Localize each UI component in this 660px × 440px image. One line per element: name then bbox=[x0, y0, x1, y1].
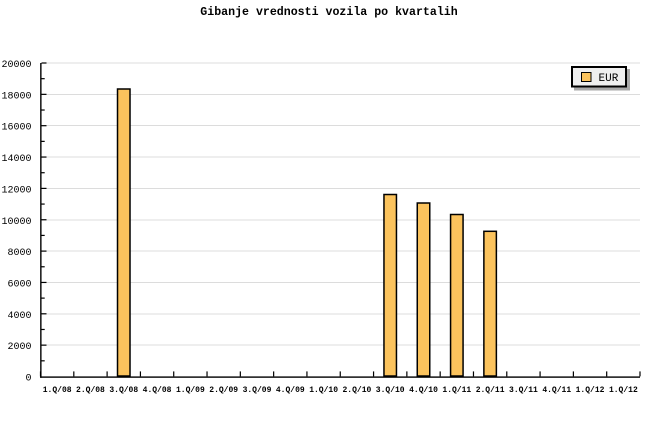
svg-text:14000: 14000 bbox=[1, 154, 31, 165]
svg-text:2000: 2000 bbox=[7, 342, 31, 353]
svg-text:0: 0 bbox=[25, 374, 31, 385]
svg-text:2.Q/11: 2.Q/11 bbox=[476, 386, 505, 395]
svg-text:2.Q/08: 2.Q/08 bbox=[76, 386, 105, 395]
svg-text:18000: 18000 bbox=[1, 91, 31, 102]
svg-text:4000: 4000 bbox=[7, 311, 31, 322]
svg-text:3.Q/08: 3.Q/08 bbox=[109, 386, 138, 395]
svg-text:3.Q/09: 3.Q/09 bbox=[243, 386, 272, 395]
svg-text:1.Q/09: 1.Q/09 bbox=[176, 386, 205, 395]
svg-text:3.Q/10: 3.Q/10 bbox=[376, 386, 405, 395]
svg-text:4.Q/08: 4.Q/08 bbox=[143, 386, 172, 395]
svg-text:1.Q/10: 1.Q/10 bbox=[309, 386, 338, 395]
svg-text:4.Q/10: 4.Q/10 bbox=[409, 386, 438, 395]
svg-text:16000: 16000 bbox=[1, 123, 31, 134]
svg-text:8000: 8000 bbox=[7, 248, 31, 259]
svg-text:1.Q/12: 1.Q/12 bbox=[609, 386, 638, 395]
svg-text:4.Q/11: 4.Q/11 bbox=[542, 386, 571, 395]
svg-text:4.Q/09: 4.Q/09 bbox=[276, 386, 305, 395]
svg-text:Gibanje vrednosti vozila po kv: Gibanje vrednosti vozila po kvartalih bbox=[200, 6, 457, 19]
svg-text:2.Q/10: 2.Q/10 bbox=[342, 386, 371, 395]
svg-text:1.Q/12: 1.Q/12 bbox=[576, 386, 605, 395]
svg-text:3.Q/11: 3.Q/11 bbox=[509, 386, 538, 395]
svg-text:1.Q/08: 1.Q/08 bbox=[43, 386, 72, 395]
svg-text:EUR: EUR bbox=[599, 73, 619, 85]
svg-text:6000: 6000 bbox=[7, 279, 31, 290]
svg-text:10000: 10000 bbox=[1, 217, 31, 228]
svg-text:20000: 20000 bbox=[1, 60, 31, 71]
svg-text:2.Q/09: 2.Q/09 bbox=[209, 386, 238, 395]
svg-text:12000: 12000 bbox=[1, 185, 31, 196]
svg-text:1.Q/11: 1.Q/11 bbox=[442, 386, 471, 395]
